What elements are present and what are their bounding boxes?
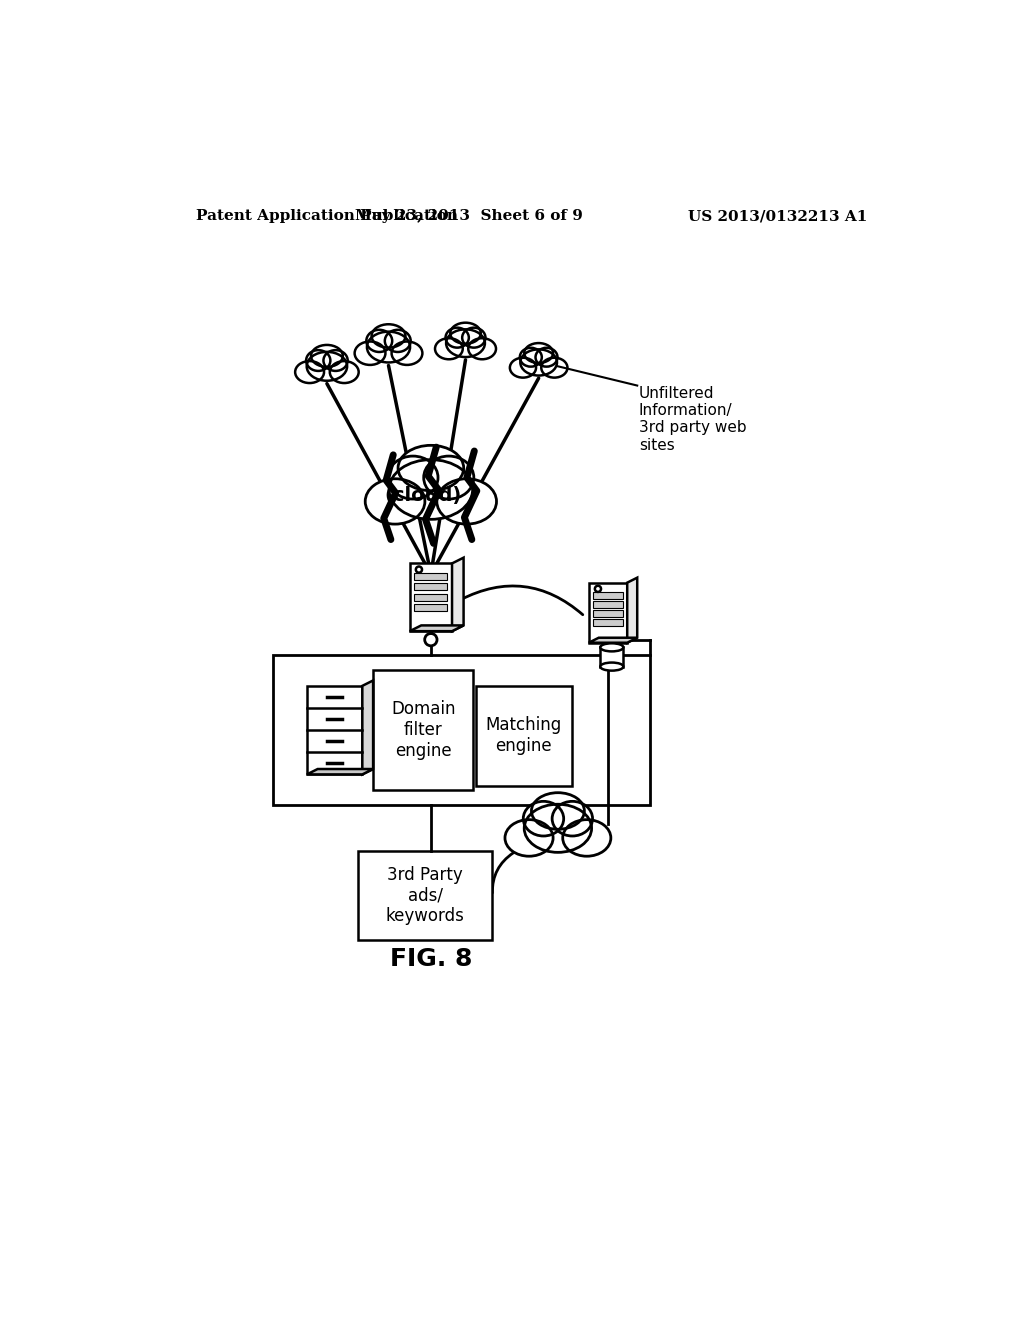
Text: 3rd Party
ads/
keywords: 3rd Party ads/ keywords — [386, 866, 465, 925]
Polygon shape — [589, 582, 628, 643]
Ellipse shape — [520, 350, 557, 376]
Ellipse shape — [330, 362, 358, 383]
Ellipse shape — [388, 457, 438, 499]
Ellipse shape — [536, 347, 557, 367]
Text: US 2013/0132213 A1: US 2013/0132213 A1 — [688, 209, 867, 223]
Text: (cloud): (cloud) — [385, 486, 462, 506]
Polygon shape — [307, 770, 373, 775]
Ellipse shape — [523, 801, 563, 836]
Ellipse shape — [552, 801, 593, 836]
FancyArrowPatch shape — [493, 853, 513, 892]
Ellipse shape — [435, 338, 463, 359]
Polygon shape — [452, 557, 464, 631]
Ellipse shape — [366, 479, 425, 524]
Circle shape — [416, 566, 422, 573]
Bar — [593, 619, 623, 626]
FancyArrowPatch shape — [460, 586, 583, 615]
Bar — [273, 655, 650, 805]
Ellipse shape — [372, 325, 406, 347]
Ellipse shape — [306, 350, 331, 371]
Polygon shape — [410, 626, 464, 631]
Bar — [600, 647, 624, 667]
Ellipse shape — [563, 820, 611, 857]
Ellipse shape — [600, 643, 624, 651]
Circle shape — [425, 634, 437, 645]
Text: Domain
filter
engine: Domain filter engine — [391, 701, 456, 760]
Polygon shape — [307, 686, 362, 775]
Ellipse shape — [468, 338, 496, 359]
Ellipse shape — [542, 358, 567, 378]
Text: May 23, 2013  Sheet 6 of 9: May 23, 2013 Sheet 6 of 9 — [355, 209, 584, 223]
Ellipse shape — [600, 663, 624, 671]
Bar — [373, 671, 473, 789]
Ellipse shape — [367, 330, 392, 352]
Ellipse shape — [446, 330, 485, 358]
Bar — [475, 686, 571, 785]
Ellipse shape — [295, 362, 324, 383]
Polygon shape — [362, 681, 373, 775]
Polygon shape — [589, 638, 637, 643]
Ellipse shape — [424, 457, 474, 499]
Circle shape — [595, 586, 601, 591]
Bar — [415, 573, 447, 579]
Bar — [593, 610, 623, 616]
Polygon shape — [628, 578, 637, 643]
Text: Unfiltered
Information/
3rd party web
sites: Unfiltered Information/ 3rd party web si… — [639, 385, 746, 453]
Ellipse shape — [311, 345, 343, 367]
Ellipse shape — [445, 327, 469, 347]
Ellipse shape — [307, 352, 347, 380]
Ellipse shape — [505, 820, 553, 857]
Ellipse shape — [462, 327, 485, 347]
Text: Patent Application Publication: Patent Application Publication — [196, 209, 458, 223]
Bar — [593, 601, 623, 607]
Bar — [357, 851, 493, 940]
Ellipse shape — [524, 804, 592, 853]
Ellipse shape — [391, 342, 422, 364]
Bar — [415, 605, 447, 611]
Bar — [415, 583, 447, 590]
Ellipse shape — [354, 342, 385, 364]
Ellipse shape — [520, 347, 542, 367]
Ellipse shape — [389, 459, 473, 519]
Ellipse shape — [524, 343, 553, 363]
Ellipse shape — [437, 479, 497, 524]
Ellipse shape — [385, 330, 411, 352]
Ellipse shape — [324, 350, 348, 371]
Ellipse shape — [367, 331, 410, 363]
Ellipse shape — [398, 445, 464, 491]
Text: Matching
engine: Matching engine — [485, 717, 562, 755]
Bar — [415, 594, 447, 601]
Ellipse shape — [510, 358, 536, 378]
Bar — [593, 591, 623, 599]
Ellipse shape — [531, 793, 585, 829]
Polygon shape — [410, 564, 452, 631]
Text: FIG. 8: FIG. 8 — [390, 948, 472, 972]
Ellipse shape — [451, 322, 480, 343]
